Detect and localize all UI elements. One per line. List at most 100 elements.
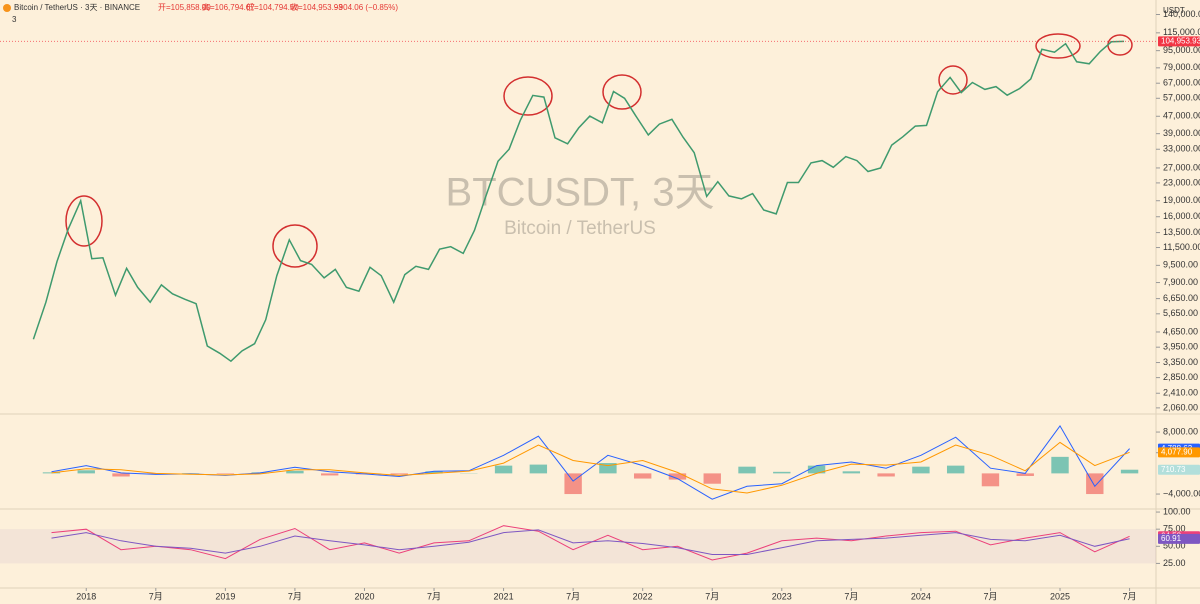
y-tick-label: 39,000.00 — [1163, 128, 1200, 138]
histogram-bar — [1120, 469, 1139, 474]
histogram-bar — [946, 465, 965, 474]
rsi-band — [0, 529, 1156, 564]
y-tick-label: 23,000.00 — [1163, 177, 1200, 187]
y-tick-label: 16,000.00 — [1163, 211, 1200, 221]
y-tick-label: 5,650.00 — [1163, 308, 1198, 318]
x-tick-label: 2021 — [494, 591, 514, 601]
histogram-bar — [877, 473, 895, 477]
series-line — [51, 529, 1130, 555]
histogram-bar — [842, 471, 861, 474]
highlight-circle — [503, 76, 553, 116]
highlight-circle — [1035, 33, 1081, 59]
histogram-bar — [112, 473, 130, 477]
y-tick-label: 50.00 — [1163, 541, 1186, 551]
x-tick-label: 7月 — [566, 591, 580, 601]
x-tick-label: 7月 — [1123, 591, 1137, 601]
highlight-circle — [272, 224, 318, 268]
open: 开=105,858.00 — [158, 3, 211, 12]
close: 收=104,953.93 — [290, 2, 343, 12]
histogram-bar — [425, 471, 443, 474]
highlight-circle — [602, 74, 642, 110]
currency: USDT — [1163, 6, 1185, 15]
y-tick-label: 2,060.00 — [1163, 402, 1198, 412]
histogram-bar — [807, 465, 826, 474]
histogram-bar — [529, 464, 548, 474]
x-tick-label: 2018 — [76, 591, 96, 601]
last-value-tag — [1158, 36, 1200, 47]
y-tick-label: 140,000.00 — [1163, 9, 1200, 19]
highlight-circle — [938, 65, 968, 95]
x-tick-label: 2024 — [911, 591, 931, 601]
x-tick-label: 2019 — [215, 591, 235, 601]
histogram-bar — [564, 473, 582, 495]
low: 低=104,794.50 — [246, 2, 299, 12]
last-value-tag — [1158, 533, 1200, 544]
series-line — [51, 525, 1130, 561]
y-tick-label: 2,850.00 — [1163, 372, 1198, 382]
y-tick-label: 100.00 — [1163, 506, 1191, 516]
last-value-label: 60.91 — [1161, 534, 1182, 543]
y-tick-label: 33,000.00 — [1163, 144, 1200, 154]
change: −904.06 (−0.85%) — [334, 3, 398, 12]
y-tick-label: 47,000.00 — [1163, 111, 1200, 121]
symbol: Bitcoin / TetherUS · 3天 · BINANCE — [14, 3, 140, 12]
y-tick-label: 67,000.00 — [1163, 78, 1200, 88]
histogram-bar — [668, 473, 687, 480]
symbol-icon — [3, 4, 11, 12]
y-tick-label: 3,350.00 — [1163, 357, 1198, 367]
histogram-bar — [42, 472, 61, 474]
y-tick-label: 75.00 — [1163, 524, 1186, 534]
last-value-tag — [1158, 447, 1200, 458]
y-tick-label: 25.00 — [1163, 558, 1186, 568]
high: 高=106,794.67 — [202, 2, 255, 12]
y-tick-label: 7,900.00 — [1163, 277, 1198, 287]
histogram-bar — [320, 473, 339, 476]
last-value-label: 4,077.90 — [1161, 447, 1193, 456]
y-tick-label: 11,500.00 — [1163, 242, 1200, 252]
x-tick-label: 2020 — [354, 591, 374, 601]
y-tick-label: 6,650.00 — [1163, 293, 1198, 303]
histogram-bar — [599, 463, 617, 474]
y-tick-label: 57,000.00 — [1163, 93, 1200, 103]
x-tick-label: 7月 — [844, 591, 858, 601]
series-line — [32, 40, 1125, 363]
histogram-bar — [286, 470, 304, 474]
y-tick-label: 9,500.00 — [1163, 260, 1198, 270]
histogram-bar — [77, 470, 95, 474]
x-tick-label: 7月 — [983, 591, 997, 601]
histogram-bar — [633, 473, 652, 479]
x-tick-label: 7月 — [427, 591, 441, 601]
last-value-label: 104,953.93 — [1161, 36, 1200, 45]
histogram-bar — [216, 473, 235, 474]
x-tick-label: 7月 — [705, 591, 719, 601]
y-tick-label: 95,000.00 — [1163, 45, 1200, 55]
histogram-bar — [1051, 456, 1069, 474]
watermark-subtitle: Bitcoin / TetherUS — [504, 218, 656, 239]
histogram-bar — [1016, 473, 1034, 476]
x-tick-label: 7月 — [288, 591, 302, 601]
y-tick-label: 79,000.00 — [1163, 62, 1200, 72]
x-tick-label: 2025 — [1050, 591, 1070, 601]
interval-count: 3 — [12, 15, 17, 24]
y-tick-label: −4,000.00 — [1163, 488, 1200, 498]
histogram-bar — [912, 466, 930, 474]
histogram-bar — [981, 473, 1000, 487]
histogram-bar — [703, 473, 721, 484]
y-tick-label: 115,000.00 — [1163, 27, 1200, 37]
highlight-circle — [65, 195, 103, 247]
histogram-bar — [494, 465, 513, 474]
histogram-bar — [738, 466, 756, 474]
histogram-bar — [390, 473, 408, 475]
last-value-tag — [1158, 464, 1200, 475]
series-line — [51, 441, 1130, 494]
y-tick-label: 3,950.00 — [1163, 342, 1198, 352]
y-tick-label: 4,650.00 — [1163, 326, 1198, 336]
y-tick-label: 19,000.00 — [1163, 195, 1200, 205]
x-tick-label: 7月 — [149, 591, 163, 601]
y-tick-label: 13,500.00 — [1163, 227, 1200, 237]
last-value-label: 710.73 — [1161, 465, 1186, 474]
watermark-title: BTCUSDT, 3天 — [446, 171, 715, 215]
histogram-bar — [773, 471, 791, 474]
